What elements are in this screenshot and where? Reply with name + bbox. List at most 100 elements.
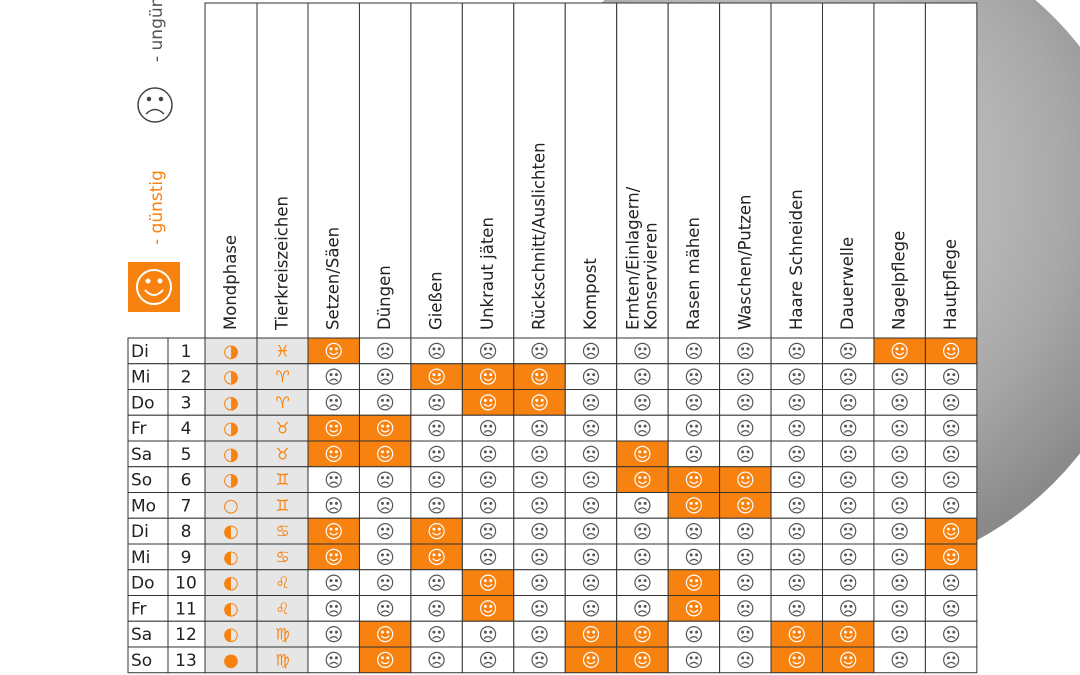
activity-cell: [410, 569, 463, 596]
frown-icon: [325, 394, 342, 411]
cell-bg: [513, 389, 566, 416]
mouth: [535, 507, 544, 511]
eye: [643, 630, 647, 634]
mouth: [638, 378, 647, 382]
face: [685, 471, 702, 488]
eye: [638, 347, 642, 351]
activity-cell: [307, 440, 360, 468]
column-header: Rückschnitt/Auslichten: [529, 142, 548, 330]
mouth: [586, 481, 596, 485]
sign-cell: [256, 440, 309, 468]
frown-icon: [428, 342, 445, 359]
face: [943, 497, 960, 514]
eye: [540, 501, 544, 505]
activity-cell: [564, 414, 618, 442]
face: [840, 420, 857, 437]
mouth: [740, 455, 750, 459]
eye: [432, 630, 436, 634]
eye: [437, 424, 441, 428]
cell-bg: [924, 363, 978, 390]
eye: [386, 424, 390, 428]
face: [325, 523, 342, 540]
frown-icon: [737, 574, 754, 591]
face: [325, 626, 342, 643]
eye: [946, 347, 950, 351]
frown-icon: [428, 497, 445, 514]
mouth: [689, 661, 699, 665]
eye: [689, 398, 693, 402]
cell-bg: [873, 440, 926, 468]
cell-bg: [873, 517, 926, 545]
face: [377, 471, 394, 488]
cell-bg: [616, 569, 669, 596]
eye: [535, 373, 539, 377]
eye: [638, 424, 642, 428]
cell-bg: [564, 337, 618, 365]
cell-bg: [616, 414, 669, 442]
face: [840, 368, 857, 385]
cell-bg: [358, 337, 412, 365]
activity-cell: [822, 440, 875, 468]
mouth: [843, 481, 853, 485]
activity-cell: [513, 466, 566, 493]
mouth: [895, 661, 905, 665]
mouth: [946, 661, 956, 665]
mouth: [380, 404, 390, 408]
mouth: [432, 352, 442, 356]
mouth: [329, 454, 339, 459]
activity-cell: [564, 363, 618, 390]
eye: [489, 347, 493, 351]
eye: [900, 656, 904, 660]
eye: [483, 476, 487, 480]
eye: [432, 553, 436, 557]
activity-cell: [461, 440, 515, 468]
face: [531, 471, 548, 488]
eye: [483, 373, 487, 377]
activity-cell: [358, 569, 412, 596]
frown-icon: [582, 548, 600, 565]
activity-cell: [770, 569, 823, 596]
eye: [900, 579, 904, 583]
frown-icon: [840, 368, 857, 385]
cell-bg: [770, 646, 823, 674]
eye: [334, 373, 338, 377]
face: [582, 471, 600, 488]
cell-bg: [461, 466, 515, 493]
eye: [952, 347, 956, 351]
face: [943, 574, 960, 591]
eye: [437, 579, 441, 583]
face: [582, 600, 600, 617]
eye: [535, 476, 539, 480]
eye: [489, 476, 493, 480]
eye: [900, 347, 904, 351]
moon-cell: [204, 620, 258, 648]
face: [377, 548, 394, 565]
smile-icon: [428, 548, 445, 565]
eye: [844, 347, 848, 351]
frown-icon: [582, 342, 600, 359]
activity-cell: [410, 620, 463, 648]
eye: [334, 450, 338, 454]
eye: [437, 450, 441, 454]
cell-bg: [358, 414, 412, 442]
face: [685, 574, 702, 591]
mouth: [535, 533, 544, 537]
activity-cell: [822, 569, 875, 596]
activity-cell: [410, 492, 463, 519]
frown-icon: [479, 651, 497, 668]
frown-icon: [377, 548, 394, 565]
frown-icon: [840, 523, 857, 540]
eye: [432, 450, 436, 454]
face: [531, 445, 548, 462]
mouth: [740, 558, 750, 562]
eye: [792, 501, 796, 505]
eye: [797, 373, 801, 377]
header-line: Mondphase: [221, 235, 240, 330]
eye: [900, 630, 904, 634]
eye: [489, 604, 493, 608]
mouth: [483, 558, 493, 562]
cell-bg: [924, 414, 978, 442]
eye: [741, 656, 745, 660]
eye: [437, 398, 441, 402]
